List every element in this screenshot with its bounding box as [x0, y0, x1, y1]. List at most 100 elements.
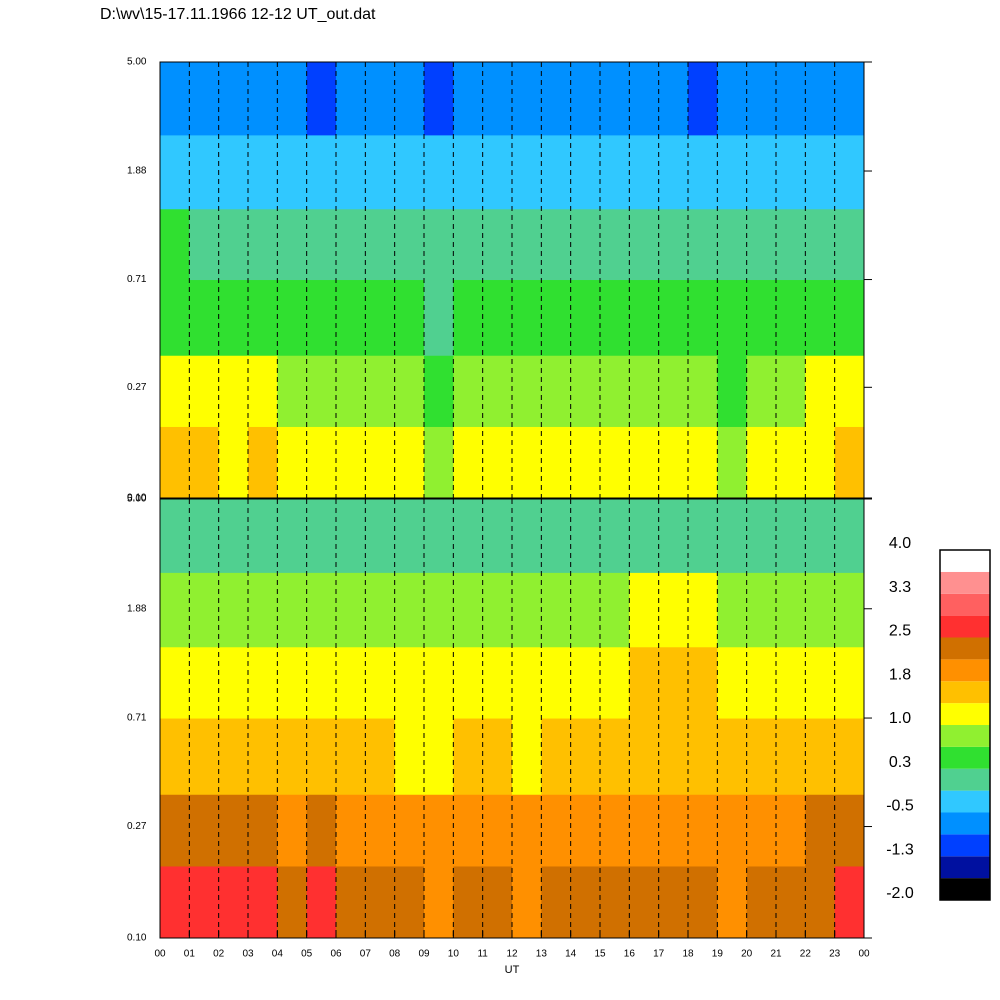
heatmap-cell	[512, 62, 542, 136]
x-tick-label: 00	[154, 949, 166, 960]
heatmap-cell	[805, 499, 836, 573]
x-tick-label: 02	[213, 949, 225, 960]
x-tick-label: 14	[565, 949, 577, 960]
heatmap-cell	[717, 572, 748, 648]
heatmap-cell	[248, 794, 278, 867]
heatmap-cell	[218, 62, 249, 136]
heatmap-cell	[482, 426, 513, 499]
heatmap-cell	[189, 718, 220, 795]
heatmap-cell	[248, 134, 278, 210]
colorbar-frame	[939, 549, 991, 901]
heatmap-cell	[776, 499, 806, 573]
heatmap-cell	[512, 426, 542, 499]
x-tick-label: 22	[800, 949, 812, 960]
heatmap-cell	[218, 134, 249, 210]
heatmap-cell	[336, 865, 366, 939]
heatmap-cell	[746, 794, 777, 867]
y-tick-label: 1.88	[127, 603, 147, 614]
heatmap-cell	[717, 718, 748, 795]
heatmap-cell	[394, 718, 425, 795]
colorbar-swatch	[940, 812, 990, 835]
heatmap-cell	[394, 572, 425, 648]
heatmap-cell	[160, 426, 190, 499]
heatmap-cell	[306, 499, 337, 573]
heatmap-cell	[629, 426, 660, 499]
heatmap-cell	[541, 426, 572, 499]
heatmap-cell	[776, 62, 806, 136]
heatmap-cell	[600, 134, 630, 210]
heatmap-cell	[336, 718, 366, 795]
heatmap-cell	[306, 355, 337, 427]
heatmap-cell	[306, 279, 337, 356]
heatmap-cell	[600, 208, 630, 281]
heatmap-cell	[805, 208, 836, 281]
heatmap-cell	[570, 646, 601, 719]
heatmap-cell	[453, 865, 484, 939]
heatmap-cell	[805, 62, 836, 136]
x-tick-label: 08	[389, 949, 401, 960]
heatmap-cell	[776, 355, 806, 427]
heatmap-cell	[189, 208, 220, 281]
heatmap-cell	[688, 865, 718, 939]
heatmap-cell	[834, 279, 865, 356]
heatmap-cell	[248, 355, 278, 427]
heatmap-cell	[306, 865, 337, 939]
heatmap-cell	[570, 794, 601, 867]
heatmap-cell	[512, 208, 542, 281]
heatmap-cell	[629, 794, 660, 867]
heatmap-cell	[834, 718, 865, 795]
heatmap-cell	[629, 279, 660, 356]
heatmap-cell	[218, 426, 249, 499]
heatmap-cell	[688, 62, 718, 136]
heatmap-cell	[629, 499, 660, 573]
colorbar-label: 1.8	[889, 666, 911, 683]
heatmap-cell	[688, 355, 718, 427]
heatmap-cell	[306, 646, 337, 719]
heatmap-cell	[218, 718, 249, 795]
heatmap-cell	[453, 208, 484, 281]
x-tick-label: 19	[712, 949, 724, 960]
chart-title: D:\wv\15-17.11.1966 12-12 UT_out.dat	[100, 6, 376, 23]
heatmap-cell	[541, 355, 572, 427]
heatmap-cell	[746, 279, 777, 356]
heatmap-cell	[512, 499, 542, 573]
x-tick-label: 06	[330, 949, 342, 960]
heatmap-cell	[717, 794, 748, 867]
heatmap-cell	[658, 572, 689, 648]
heatmap-cell	[306, 208, 337, 281]
heatmap-cell	[189, 62, 220, 136]
heatmap-cell	[570, 208, 601, 281]
heatmap-cell	[277, 426, 308, 499]
colorbar-swatch	[940, 593, 990, 616]
heatmap-cell	[277, 62, 308, 136]
heatmap-cell	[776, 279, 806, 356]
heatmap-cell	[834, 572, 865, 648]
x-tick-label: 07	[360, 949, 372, 960]
heatmap-cell	[394, 279, 425, 356]
heatmap-cell	[336, 279, 366, 356]
heatmap-cell	[834, 134, 865, 210]
heatmap-cell	[746, 62, 777, 136]
colorbar-swatch	[940, 790, 990, 813]
heatmap-cell	[482, 865, 513, 939]
heatmap-cell	[306, 572, 337, 648]
heatmap-cell	[365, 208, 396, 281]
heatmap-cell	[746, 426, 777, 499]
heatmap-cell	[746, 355, 777, 427]
heatmap-cell	[688, 646, 718, 719]
heatmap-cell	[717, 646, 748, 719]
heatmap-cell	[218, 355, 249, 427]
heatmap-cell	[541, 279, 572, 356]
heatmap-cell	[570, 134, 601, 210]
heatmap-cell	[394, 794, 425, 867]
heatmap-cell	[453, 134, 484, 210]
heatmap-cell	[658, 208, 689, 281]
heatmap-cell	[805, 718, 836, 795]
heatmap-cell	[629, 646, 660, 719]
colorbar-swatch	[940, 703, 990, 725]
heatmap-cell	[277, 646, 308, 719]
x-tick-label: 15	[594, 949, 606, 960]
x-tick-label: 17	[653, 949, 665, 960]
heatmap-cell	[365, 499, 396, 573]
colorbar-label: -1.3	[886, 841, 914, 858]
